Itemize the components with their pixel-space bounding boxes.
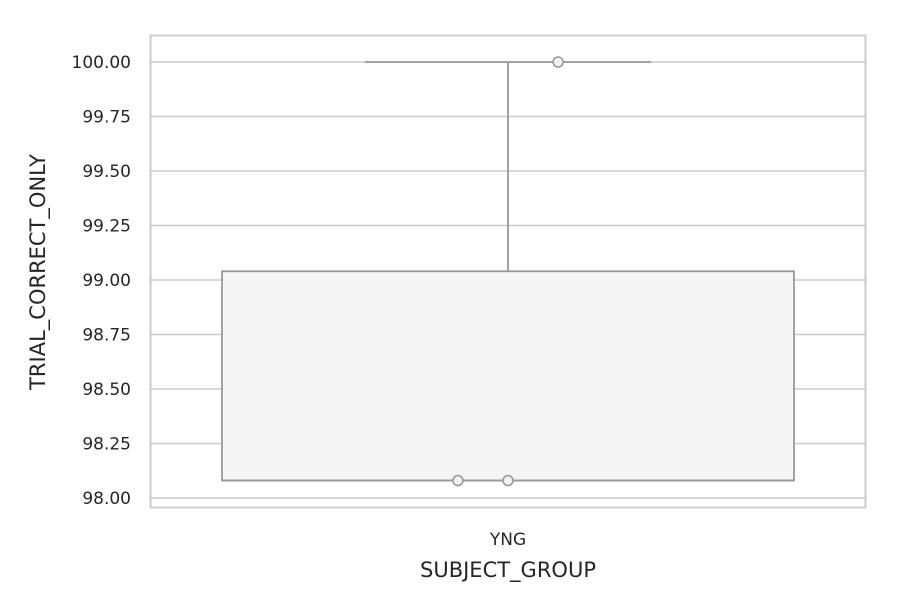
box-plot-series <box>221 56 795 487</box>
x-axis-ticks: YNG <box>489 530 526 550</box>
y-tick-label: 99.75 <box>82 108 131 128</box>
y-tick-label: 99.50 <box>82 162 131 182</box>
y-tick-label: 98.25 <box>82 435 131 455</box>
plot-area-frame <box>149 34 867 509</box>
y-tick-label: 98.50 <box>82 380 131 400</box>
y-tick-label: 98.75 <box>82 326 131 346</box>
x-tick-label: YNG <box>489 530 526 550</box>
y-tick-label: 100.00 <box>72 53 131 73</box>
box-iqr <box>221 270 795 482</box>
data-point <box>502 474 514 487</box>
y-tick-label: 99.00 <box>82 271 131 291</box>
y-tick-label: 98.00 <box>82 489 131 509</box>
data-point <box>552 56 564 68</box>
y-axis-label: TRIAL_CORRECT_ONLY <box>26 154 51 391</box>
x-axis-label: SUBJECT_GROUP <box>420 558 596 583</box>
y-tick-label: 99.25 <box>82 217 131 237</box>
y-axis-ticks: 98.00 98.25 98.50 98.75 99.00 99.25 99.50 99.75… <box>72 53 131 509</box>
data-point <box>452 474 464 487</box>
